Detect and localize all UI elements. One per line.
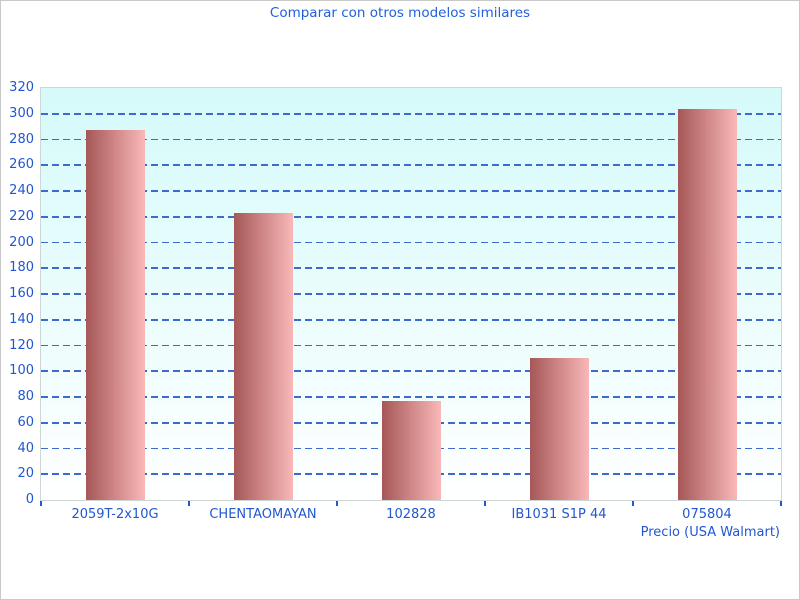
y-tick-label: 120 (9, 337, 34, 353)
x-axis-tick (484, 501, 486, 506)
chart-title: Comparar con otros modelos similares (269, 5, 531, 21)
y-tick-label: 300 (9, 105, 34, 121)
bar (677, 108, 737, 500)
gridline (41, 267, 781, 270)
x-axis-tick (40, 501, 42, 506)
bar (85, 130, 145, 500)
x-tick-label: CHENTAOMAYAN (209, 507, 317, 522)
gridline (41, 318, 781, 321)
x-tick-label: 102828 (386, 507, 436, 522)
y-tick-label: 180 (9, 260, 34, 276)
y-tick-label: 280 (9, 131, 34, 147)
y-tick-label: 60 (17, 414, 34, 430)
x-axis-tick (632, 501, 634, 506)
gridline (41, 241, 781, 244)
y-tick-label: 320 (9, 80, 34, 95)
gridline (41, 396, 781, 398)
x-axis-tick (336, 501, 338, 506)
gridline (41, 190, 781, 192)
y-tick-label: 100 (9, 363, 34, 379)
y-tick-label: 20 (17, 466, 34, 482)
bar (233, 212, 293, 500)
gridline (41, 370, 781, 373)
gridline (41, 164, 781, 167)
x-tick-label: 075804 (682, 507, 732, 522)
y-tick-label: 260 (9, 157, 34, 173)
gridline (41, 215, 781, 218)
y-tick-label: 140 (9, 311, 34, 327)
gridline (41, 112, 781, 115)
y-tick-label: 220 (9, 208, 34, 224)
y-tick-label: 160 (9, 286, 34, 301)
gridline (41, 293, 781, 295)
bar (381, 400, 441, 500)
y-tick-label: 80 (17, 389, 34, 404)
x-axis-tick (780, 501, 782, 506)
x-axis-tick (188, 501, 190, 506)
y-tick-label: 0 (25, 492, 34, 507)
gridline (41, 138, 781, 141)
bar (529, 358, 589, 500)
x-tick-label: IB1031 S1P 44 (511, 507, 607, 522)
x-tick-label: 2059T-2x10G (71, 507, 159, 522)
y-tick-label: 200 (9, 234, 34, 250)
x-axis-title: Precio (USA Walmart) (640, 525, 780, 540)
gridline (41, 344, 781, 347)
y-tick-label: 40 (17, 440, 34, 456)
y-tick-label: 240 (9, 183, 34, 198)
